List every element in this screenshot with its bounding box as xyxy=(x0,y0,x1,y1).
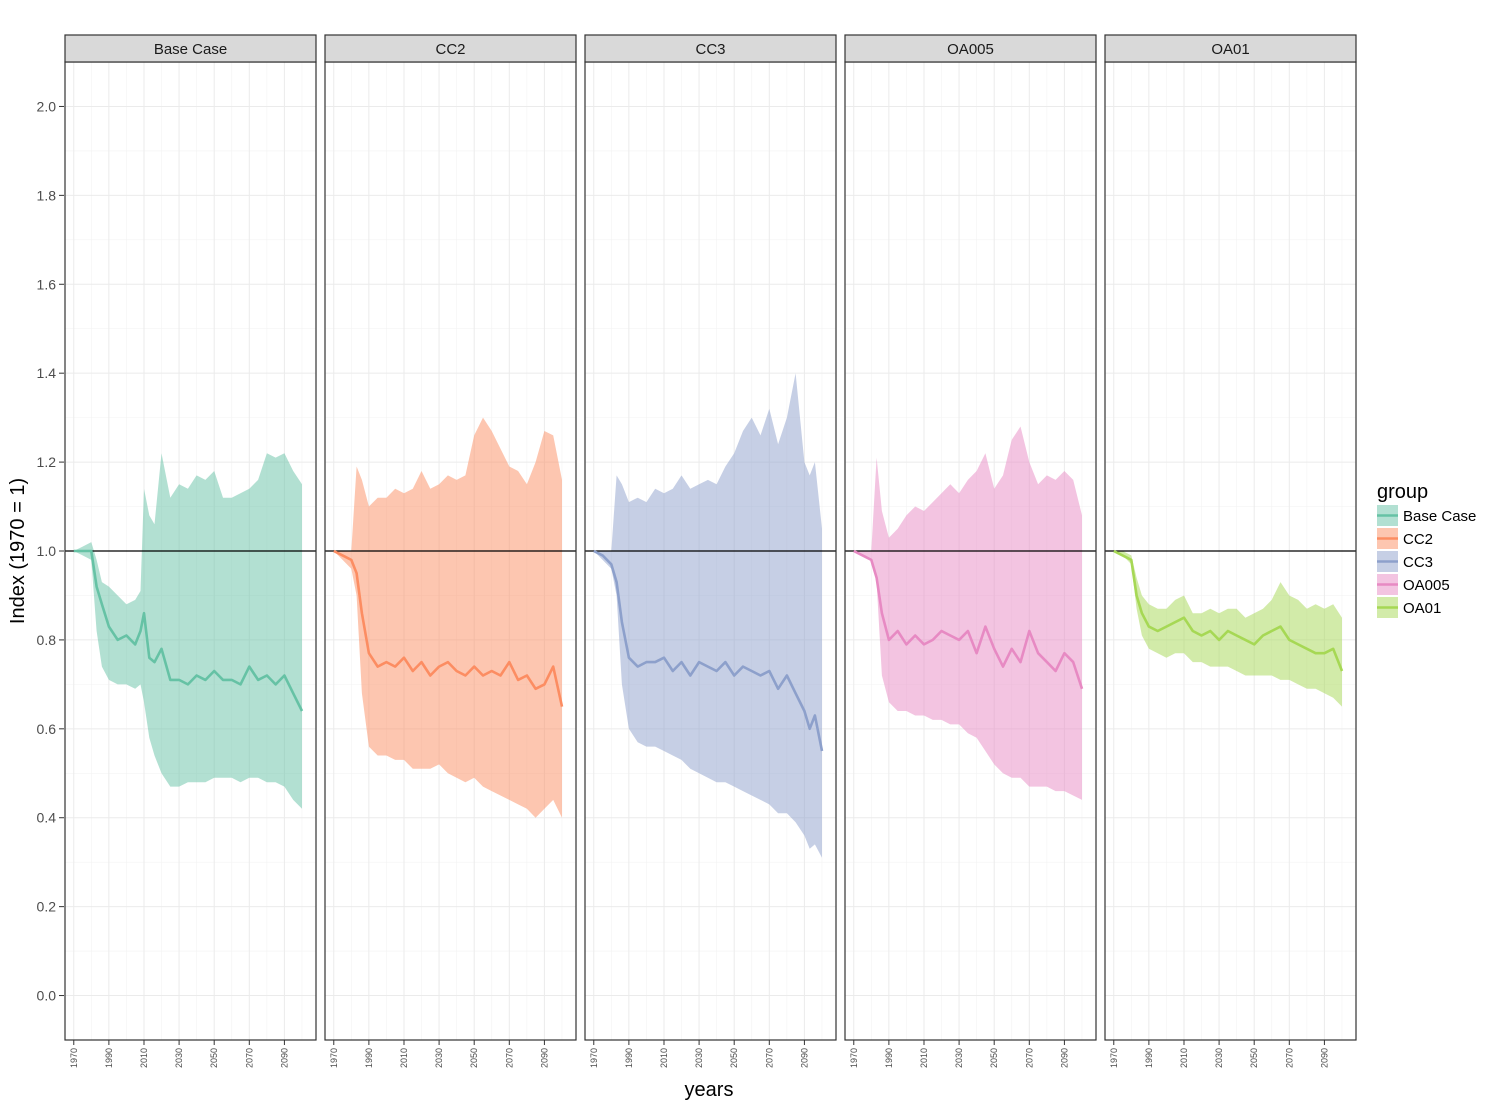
facet-strip xyxy=(584,34,837,63)
x-tick-label: 2030 xyxy=(694,1048,704,1068)
facet-strip-label: OA01 xyxy=(1211,41,1249,58)
median-line xyxy=(73,549,304,712)
x-tick-label: 2070 xyxy=(1024,1048,1034,1068)
facet-panel: CC2 1970 1990 2010 2030 2050 2070 2090 xyxy=(324,34,577,1068)
x-tick-label: 2090 xyxy=(279,1048,289,1068)
median-line xyxy=(1113,549,1344,672)
x-tick-label: 2010 xyxy=(1179,1048,1189,1068)
ribbon-band xyxy=(333,417,562,818)
facet-panel: CC3 1970 1990 2010 2030 2050 2070 2090 xyxy=(584,34,837,1068)
facet-strip-label: CC2 xyxy=(435,41,465,58)
x-tick-label: 2070 xyxy=(244,1048,254,1068)
y-tick-label: 1.8 xyxy=(37,187,57,203)
x-tick-label: 2030 xyxy=(1214,1048,1224,1068)
x-tick-label: 1990 xyxy=(624,1048,634,1068)
facet-strip xyxy=(64,34,317,63)
median-line xyxy=(593,549,824,752)
y-tick-label: 1.6 xyxy=(37,276,57,292)
x-tick-label: 2030 xyxy=(954,1048,964,1068)
y-tick-label: 0.4 xyxy=(37,810,57,826)
x-tick-label: 2050 xyxy=(729,1048,739,1068)
x-tick-label: 1970 xyxy=(69,1048,79,1068)
x-tick-label: 2010 xyxy=(919,1048,929,1068)
y-tick-label: 0.2 xyxy=(37,899,57,915)
ribbon-band xyxy=(73,453,302,809)
legend-label: OA01 xyxy=(1403,600,1441,617)
x-tick-label: 2070 xyxy=(764,1048,774,1068)
legend-label: OA005 xyxy=(1403,577,1450,594)
legend-label: CC3 xyxy=(1403,554,1433,571)
x-tick-label: 2070 xyxy=(1284,1048,1294,1068)
legend-label: CC2 xyxy=(1403,531,1433,548)
x-tick-label: 2090 xyxy=(799,1048,809,1068)
x-tick-label: 2030 xyxy=(174,1048,184,1068)
x-tick-label: 2010 xyxy=(659,1048,669,1068)
legend: group Base Case CC2 CC3 OA005 OA01 xyxy=(1377,481,1476,618)
x-tick-label: 2050 xyxy=(469,1048,479,1068)
median-line xyxy=(853,549,1084,690)
y-axis: 0.0 0.2 0.4 0.6 0.8 1.0 1.2 1.4 1.6 1.8 2.0 xyxy=(37,98,64,1004)
x-tick-label: 2050 xyxy=(209,1048,219,1068)
x-tick-label: 2010 xyxy=(399,1048,409,1068)
x-tick-label: 2010 xyxy=(139,1048,149,1068)
facet-panel: OA005 1970 1990 2010 2030 2050 2070 2090 xyxy=(844,34,1097,1068)
median-line xyxy=(333,549,564,707)
x-tick-label: 2090 xyxy=(1059,1048,1069,1068)
x-tick-label: 2050 xyxy=(1249,1048,1259,1068)
y-tick-label: 1.2 xyxy=(37,454,57,470)
facet-strip xyxy=(324,34,577,63)
y-tick-label: 0.0 xyxy=(37,988,57,1004)
y-tick-label: 2.0 xyxy=(37,98,57,114)
y-tick-label: 0.8 xyxy=(37,632,57,648)
x-tick-label: 1990 xyxy=(104,1048,114,1068)
x-tick-label: 2090 xyxy=(1319,1048,1329,1068)
x-tick-label: 2070 xyxy=(504,1048,514,1068)
x-tick-label: 2050 xyxy=(989,1048,999,1068)
x-tick-label: 1970 xyxy=(329,1048,339,1068)
x-tick-label: 1970 xyxy=(1109,1048,1119,1068)
x-tick-label: 1970 xyxy=(849,1048,859,1068)
ribbon-band xyxy=(1113,551,1342,707)
x-tick-label: 1990 xyxy=(884,1048,894,1068)
facet-strip xyxy=(844,34,1097,63)
y-tick-label: 1.0 xyxy=(37,543,57,559)
x-tick-label: 2030 xyxy=(434,1048,444,1068)
facet-panel: Base Case 1970 1990 2010 2030 2050 2070 2090 xyxy=(64,34,317,1068)
facet-panel: OA01 1970 1990 2010 2030 2050 2070 2090 xyxy=(1104,34,1357,1068)
x-tick-label: 1990 xyxy=(364,1048,374,1068)
facet-strip-label: CC3 xyxy=(695,41,725,58)
ribbon-band xyxy=(853,426,1082,800)
y-tick-label: 0.6 xyxy=(37,721,57,737)
y-tick-label: 1.4 xyxy=(37,365,57,381)
x-tick-label: 2090 xyxy=(539,1048,549,1068)
legend-label: Base Case xyxy=(1403,508,1476,525)
ribbon-band xyxy=(593,373,822,858)
facet-strip xyxy=(1104,34,1357,63)
y-axis-title: Index (1970 = 1) xyxy=(7,478,29,624)
facet-strip-label: Base Case xyxy=(154,41,227,58)
x-tick-label: 1970 xyxy=(589,1048,599,1068)
x-tick-label: 1990 xyxy=(1144,1048,1154,1068)
facet-strip-label: OA005 xyxy=(947,41,994,58)
x-axis-title: years xyxy=(685,1079,734,1101)
legend-title: group xyxy=(1377,481,1428,503)
